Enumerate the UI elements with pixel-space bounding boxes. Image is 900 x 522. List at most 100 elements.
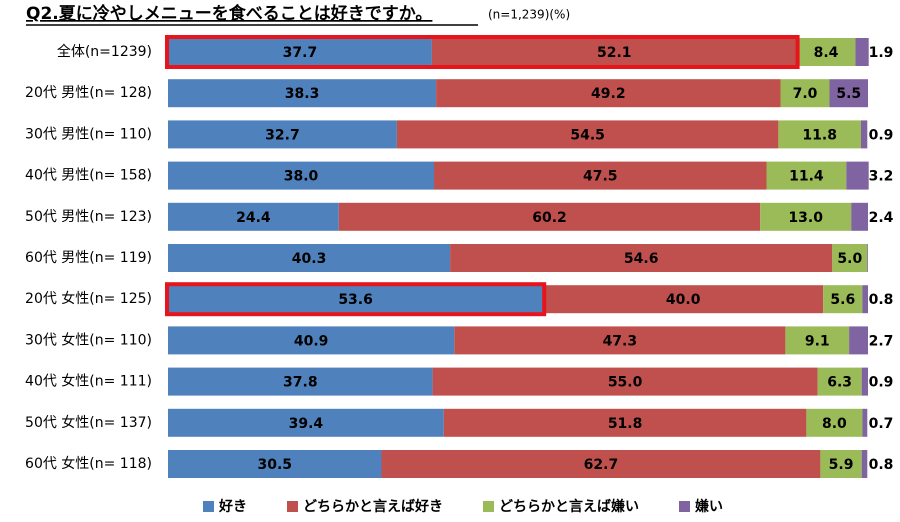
data-label: 38.3 xyxy=(285,86,320,102)
bar-segment xyxy=(454,326,786,355)
data-label: 32.7 xyxy=(265,127,300,143)
bar-segment xyxy=(778,120,861,149)
data-label: 5.0 xyxy=(837,251,862,267)
bar-segment xyxy=(436,79,781,108)
bar-segment xyxy=(861,450,868,478)
category-label: 60代 男性(n= 119) xyxy=(25,250,152,266)
bar-segment xyxy=(396,120,779,149)
category-label: 20代 女性(n= 125) xyxy=(25,290,152,307)
data-label: 52.1 xyxy=(597,45,632,61)
data-label: 2.4 xyxy=(869,210,894,226)
data-label: 49.2 xyxy=(591,86,626,102)
bar-segment xyxy=(849,326,868,355)
bar-segment xyxy=(785,326,850,355)
data-label: 3.2 xyxy=(869,169,894,185)
bar-segment xyxy=(543,285,824,314)
bar-segment xyxy=(168,202,339,231)
data-label: 2.7 xyxy=(869,333,894,349)
bar-segment xyxy=(450,244,833,272)
data-label: 5.6 xyxy=(830,292,855,308)
legend-label: 嫌い xyxy=(695,498,723,515)
bar-segment xyxy=(168,367,433,396)
category-label: 20代 男性(n= 128) xyxy=(25,85,152,101)
legend-swatch xyxy=(483,501,494,512)
category-label: 50代 女性(n= 137) xyxy=(25,414,152,431)
data-label: 5.5 xyxy=(836,86,861,102)
category-label: 30代 男性(n= 110) xyxy=(25,126,152,142)
data-label: 7.0 xyxy=(793,86,818,102)
legend-label: どちらかと言えば好き xyxy=(303,498,443,515)
bar-segment xyxy=(862,285,868,314)
legend-swatch xyxy=(287,501,298,512)
data-label: 47.5 xyxy=(583,169,618,185)
data-label: 24.4 xyxy=(236,210,271,226)
data-label: 8.4 xyxy=(814,45,839,61)
bar-segment xyxy=(766,161,847,190)
bar-segment xyxy=(434,161,767,190)
category-label: 30代 女性(n= 110) xyxy=(25,331,152,348)
chart-subtitle: (n=1,239)(%) xyxy=(488,8,570,22)
data-label: 11.4 xyxy=(789,169,824,185)
data-label: 38.0 xyxy=(284,169,319,185)
bar-segment xyxy=(806,408,863,437)
bar-segment xyxy=(817,367,862,396)
bar-segment xyxy=(168,244,451,272)
data-label: 0.7 xyxy=(869,416,894,432)
bar-segment xyxy=(855,38,869,66)
bar-segment xyxy=(168,161,434,190)
bar-segment xyxy=(867,244,868,272)
bar-segment xyxy=(862,408,868,437)
bar-segment xyxy=(823,285,863,314)
bar-segment xyxy=(796,38,856,66)
bar-segment xyxy=(780,79,830,108)
bar-segment xyxy=(168,326,455,355)
category-label: 全体(n=1239) xyxy=(57,43,152,60)
bar-segment xyxy=(861,120,868,149)
data-label: 9.1 xyxy=(805,333,830,349)
category-label: 60代 女性(n= 118) xyxy=(25,455,152,472)
data-label: 40.9 xyxy=(294,333,329,349)
highlight-box xyxy=(165,35,800,69)
bar-segment xyxy=(861,367,868,396)
data-label: 47.3 xyxy=(603,333,638,349)
bar-segment xyxy=(381,450,821,478)
bar-segment xyxy=(832,244,868,272)
data-label: 8.0 xyxy=(822,416,847,432)
data-label: 37.8 xyxy=(283,375,318,391)
bar-segment xyxy=(338,202,761,231)
data-label: 30.5 xyxy=(257,457,292,473)
data-label: 37.7 xyxy=(283,45,318,61)
bar-segment xyxy=(168,79,437,108)
highlight-box xyxy=(165,282,547,317)
bar-segment xyxy=(168,38,432,66)
bar-segment xyxy=(168,120,397,149)
data-label: 0.8 xyxy=(869,292,894,308)
data-label: 1.9 xyxy=(869,45,894,61)
data-label: 11.8 xyxy=(802,127,837,143)
bar-segment xyxy=(168,450,382,478)
category-label: 40代 女性(n= 111) xyxy=(25,373,152,390)
bar-segment xyxy=(431,38,797,66)
bar-segment xyxy=(851,202,868,231)
chart-title: Q2.夏に冷やしメニューを食べることは好きですか。 xyxy=(26,3,432,24)
data-label: 60.2 xyxy=(532,210,567,226)
bar-segment xyxy=(443,408,807,437)
category-label: 50代 男性(n= 123) xyxy=(25,209,152,225)
data-label: 40.3 xyxy=(292,251,327,267)
data-label: 40.0 xyxy=(666,292,701,308)
bar-segment xyxy=(846,161,869,190)
bar-segment xyxy=(168,408,444,437)
data-label: 5.9 xyxy=(829,457,854,473)
category-label: 40代 男性(n= 158) xyxy=(25,168,152,184)
data-label: 55.0 xyxy=(608,375,643,391)
data-label: 62.7 xyxy=(584,457,619,473)
data-label: 0.9 xyxy=(869,127,894,143)
legend-label: どちらかと言えば嫌い xyxy=(499,498,639,515)
bar-segment xyxy=(760,202,852,231)
data-label: 39.4 xyxy=(289,416,324,432)
legend-label: 好き xyxy=(218,498,247,515)
data-label: 54.6 xyxy=(624,251,659,267)
data-label: 51.8 xyxy=(608,416,643,432)
data-label: 53.6 xyxy=(338,292,373,308)
